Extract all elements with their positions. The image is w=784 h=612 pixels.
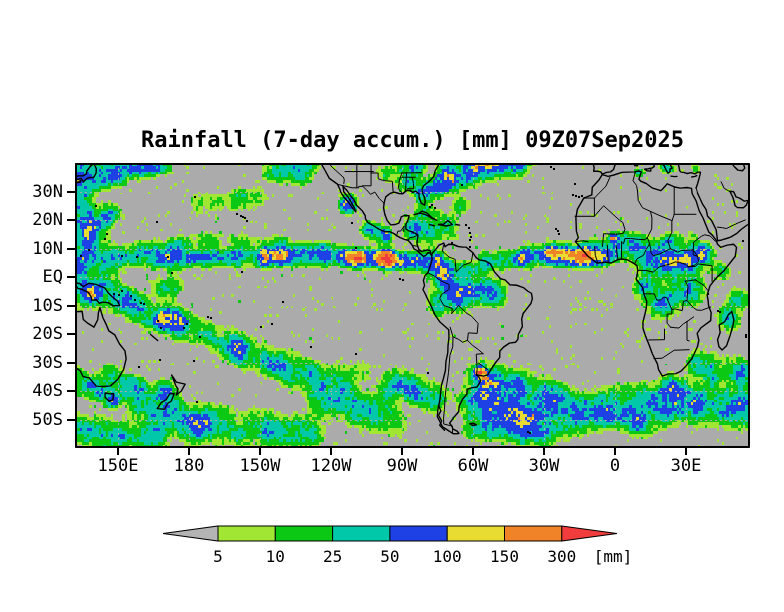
colorbar-segment xyxy=(274,525,334,542)
lat-tick-label: 10S xyxy=(32,296,63,316)
lat-tick-mark xyxy=(67,276,75,278)
lat-tick-label: 50S xyxy=(32,410,63,430)
lon-tick-mark xyxy=(188,448,190,455)
lon-tick-mark xyxy=(685,448,687,455)
lat-tick-mark xyxy=(67,362,75,364)
colorbar-segment xyxy=(446,525,505,542)
lon-tick-label: 120W xyxy=(310,456,352,476)
plot-title: Rainfall (7-day accum.) [mm] 09Z07Sep202… xyxy=(140,128,685,153)
lon-tick-mark xyxy=(614,448,616,455)
lon-tick-label: 60W xyxy=(457,456,489,476)
lat-tick-mark xyxy=(67,191,75,193)
colorbar-level-label: 50 xyxy=(380,547,399,566)
colorbar-segment xyxy=(332,525,391,542)
colorbar-segment xyxy=(389,525,448,542)
lon-tick-label: 150E xyxy=(97,456,139,476)
lon-tick-label: 0 xyxy=(609,456,621,476)
colorbar-level-label: 25 xyxy=(323,547,342,566)
colorbar-below-min-arrow xyxy=(162,525,219,542)
colorbar: 5 10 25 50 100 150 300 [mm] xyxy=(150,518,660,574)
colorbar-units-label: [mm] xyxy=(594,547,633,566)
lat-tick-label: EQ xyxy=(42,267,63,287)
colorbar-svg: 5 10 25 50 100 150 300 [mm] xyxy=(162,525,633,566)
colorbar-level-label: 5 xyxy=(213,547,223,566)
lon-tick-mark xyxy=(330,448,332,455)
lon-tick-mark xyxy=(259,448,261,455)
colorbar-level-label: 100 xyxy=(433,547,462,566)
colorbar-above-max-arrow xyxy=(561,525,618,542)
lat-tick-mark xyxy=(67,248,75,250)
lon-tick-label: 30W xyxy=(528,456,560,476)
lon-tick-mark xyxy=(117,448,119,455)
lon-tick-label: 30E xyxy=(670,456,702,476)
lat-tick-mark xyxy=(67,219,75,221)
lat-tick-mark xyxy=(67,419,75,421)
colorbar-level-label: 150 xyxy=(490,547,519,566)
lon-tick-label: 90W xyxy=(386,456,418,476)
colorbar-segment xyxy=(504,525,563,542)
lat-tick-mark xyxy=(67,333,75,335)
lon-tick-mark xyxy=(401,448,403,455)
lon-tick-mark xyxy=(472,448,474,455)
lat-tick-mark xyxy=(67,305,75,307)
map-canvas xyxy=(75,163,750,448)
lat-tick-mark xyxy=(67,390,75,392)
lat-tick-label: 20S xyxy=(32,324,63,344)
lon-tick-label: 180 xyxy=(173,456,205,476)
lon-tick-mark xyxy=(543,448,545,455)
lon-tick-label: 150W xyxy=(239,456,281,476)
lat-tick-label: 30N xyxy=(32,182,63,202)
lat-tick-label: 30S xyxy=(32,353,63,373)
lat-tick-label: 20N xyxy=(32,210,63,230)
lat-tick-label: 10N xyxy=(32,239,63,259)
lat-tick-label: 40S xyxy=(32,381,63,401)
colorbar-segment xyxy=(217,525,276,542)
colorbar-level-label: 300 xyxy=(547,547,576,566)
colorbar-level-label: 10 xyxy=(266,547,285,566)
